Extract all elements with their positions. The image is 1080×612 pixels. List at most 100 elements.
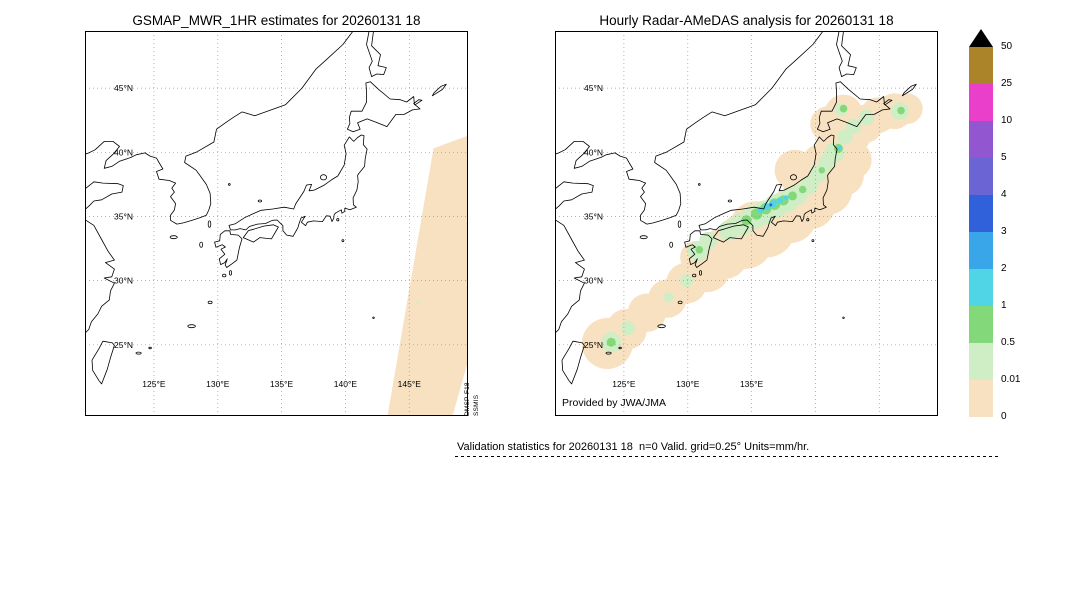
left-panel-title: GSMAP_MWR_1HR estimates for 20260131 18 [132, 13, 421, 28]
precip-blob [769, 203, 773, 207]
gridlines [85, 31, 468, 416]
validation-stats-text: Validation statistics for 20260131 18 n=… [457, 441, 810, 453]
colorbar-cell [969, 380, 993, 417]
coastline-path [883, 99, 893, 106]
island-outline [319, 174, 327, 181]
coastlines [555, 31, 917, 385]
precip-blob [680, 274, 693, 287]
island-outline [806, 218, 810, 222]
precip-blob [897, 106, 905, 115]
lat-tick-label: 25°N [584, 340, 603, 350]
colorbar-cell [969, 195, 993, 232]
axis-labels: 45°N 40°N 35°N 30°N 25°N 125°E 130°E 135°E [584, 83, 764, 389]
precip-blob [695, 246, 704, 254]
precip-blob [776, 197, 783, 204]
precip-blob [788, 191, 797, 201]
precip-colorbar: 50 25 10 5 4 3 2 1 0.5 0.01 0 [969, 29, 1039, 422]
island-outline [677, 300, 683, 305]
dashed-separator [455, 456, 998, 457]
colorbar-value-label: 4 [1001, 189, 1007, 200]
lat-tick-label: 25°N [114, 340, 133, 350]
coastline-path [85, 111, 243, 225]
lon-tick-label: 135°E [270, 379, 294, 389]
colorbar-cell [969, 343, 993, 380]
lat-tick-label: 30°N [114, 276, 133, 286]
precip-blob [846, 118, 862, 135]
island-outline [842, 316, 845, 320]
coastline-path [555, 219, 585, 334]
colorbar-cell [969, 121, 993, 158]
coastline-path [366, 31, 387, 77]
coastline-path [413, 99, 423, 106]
lat-tick-label: 40°N [114, 147, 133, 157]
colorbar-value-label: 1 [1001, 300, 1007, 311]
island-outline [692, 273, 697, 278]
lon-tick-label: 130°E [676, 379, 700, 389]
satellite-sensor-annotation: DMSP-F18 SSMIS [464, 352, 492, 416]
island-outline [639, 235, 648, 240]
colorbar-cells [969, 47, 993, 417]
island-outline [336, 218, 340, 222]
island-outline [135, 351, 142, 355]
precip-blob [620, 321, 635, 336]
validation-footer: Validation statistics for 20260131 18 n=… [455, 441, 998, 457]
precip-blob [839, 104, 848, 113]
precip-blob [858, 109, 875, 126]
colorbar-overflow-triangle [969, 29, 993, 47]
coastline-path [347, 81, 421, 133]
colorbar-value-label: 10 [1001, 115, 1013, 126]
coastline-path [711, 31, 824, 117]
coastline-path [214, 230, 243, 268]
coastlines [85, 31, 447, 385]
lat-tick-label: 35°N [114, 211, 133, 221]
precip-blob [783, 195, 789, 201]
colorbar-cell [969, 232, 993, 269]
map-border [85, 31, 468, 416]
island-outline [789, 174, 797, 181]
island-outline [698, 183, 701, 186]
axis-labels: 45°N 40°N 35°N 30°N 25°N 125°E 130°E 135°E 140°E… [114, 83, 421, 389]
lon-tick-label: 125°E [142, 379, 166, 389]
lat-tick-label: 40°N [584, 147, 603, 157]
precip-blob [699, 231, 718, 250]
island-outline [657, 324, 666, 329]
colorbar-value-label: 3 [1001, 226, 1007, 237]
precip-blob [818, 167, 825, 174]
lon-tick-label: 125°E [612, 379, 636, 389]
radar-data-credit: Provided by JWA/JMA [562, 397, 667, 409]
colorbar-value-label: 50 [1001, 41, 1013, 52]
precip-blob [416, 300, 420, 304]
colorbar-cell [969, 269, 993, 306]
coastline-path [431, 83, 447, 97]
island-outline [228, 270, 232, 276]
lon-tick-label: 145°E [398, 379, 422, 389]
lat-tick-label: 45°N [114, 83, 133, 93]
colorbar-value-label: 25 [1001, 78, 1013, 89]
colorbar-value-label: 2 [1001, 263, 1007, 274]
precip-overlay [387, 135, 468, 416]
coastline-path [901, 83, 917, 97]
satellite-swath [387, 135, 468, 416]
colorbar-cell [969, 47, 993, 84]
lat-tick-label: 35°N [584, 211, 603, 221]
coastline-path [91, 340, 115, 385]
coastline-path [698, 134, 838, 237]
map-border [555, 31, 938, 416]
colorbar-value-label: 5 [1001, 152, 1007, 163]
lat-tick-label: 45°N [584, 83, 603, 93]
colorbar-value-label: 0 [1001, 411, 1007, 422]
island-outline [698, 270, 702, 276]
colorbar-value-label: 0.01 [1001, 374, 1021, 385]
island-outline [669, 241, 674, 248]
island-outline [148, 346, 152, 350]
island-outline [222, 273, 227, 278]
lon-tick-label: 140°E [334, 379, 358, 389]
island-outline [727, 199, 732, 203]
island-outline [207, 220, 212, 228]
colorbar-cell [969, 306, 993, 343]
coastline-path [241, 31, 354, 117]
precip-blob [606, 337, 616, 347]
coastline-path [242, 224, 279, 243]
island-outline [187, 324, 196, 329]
